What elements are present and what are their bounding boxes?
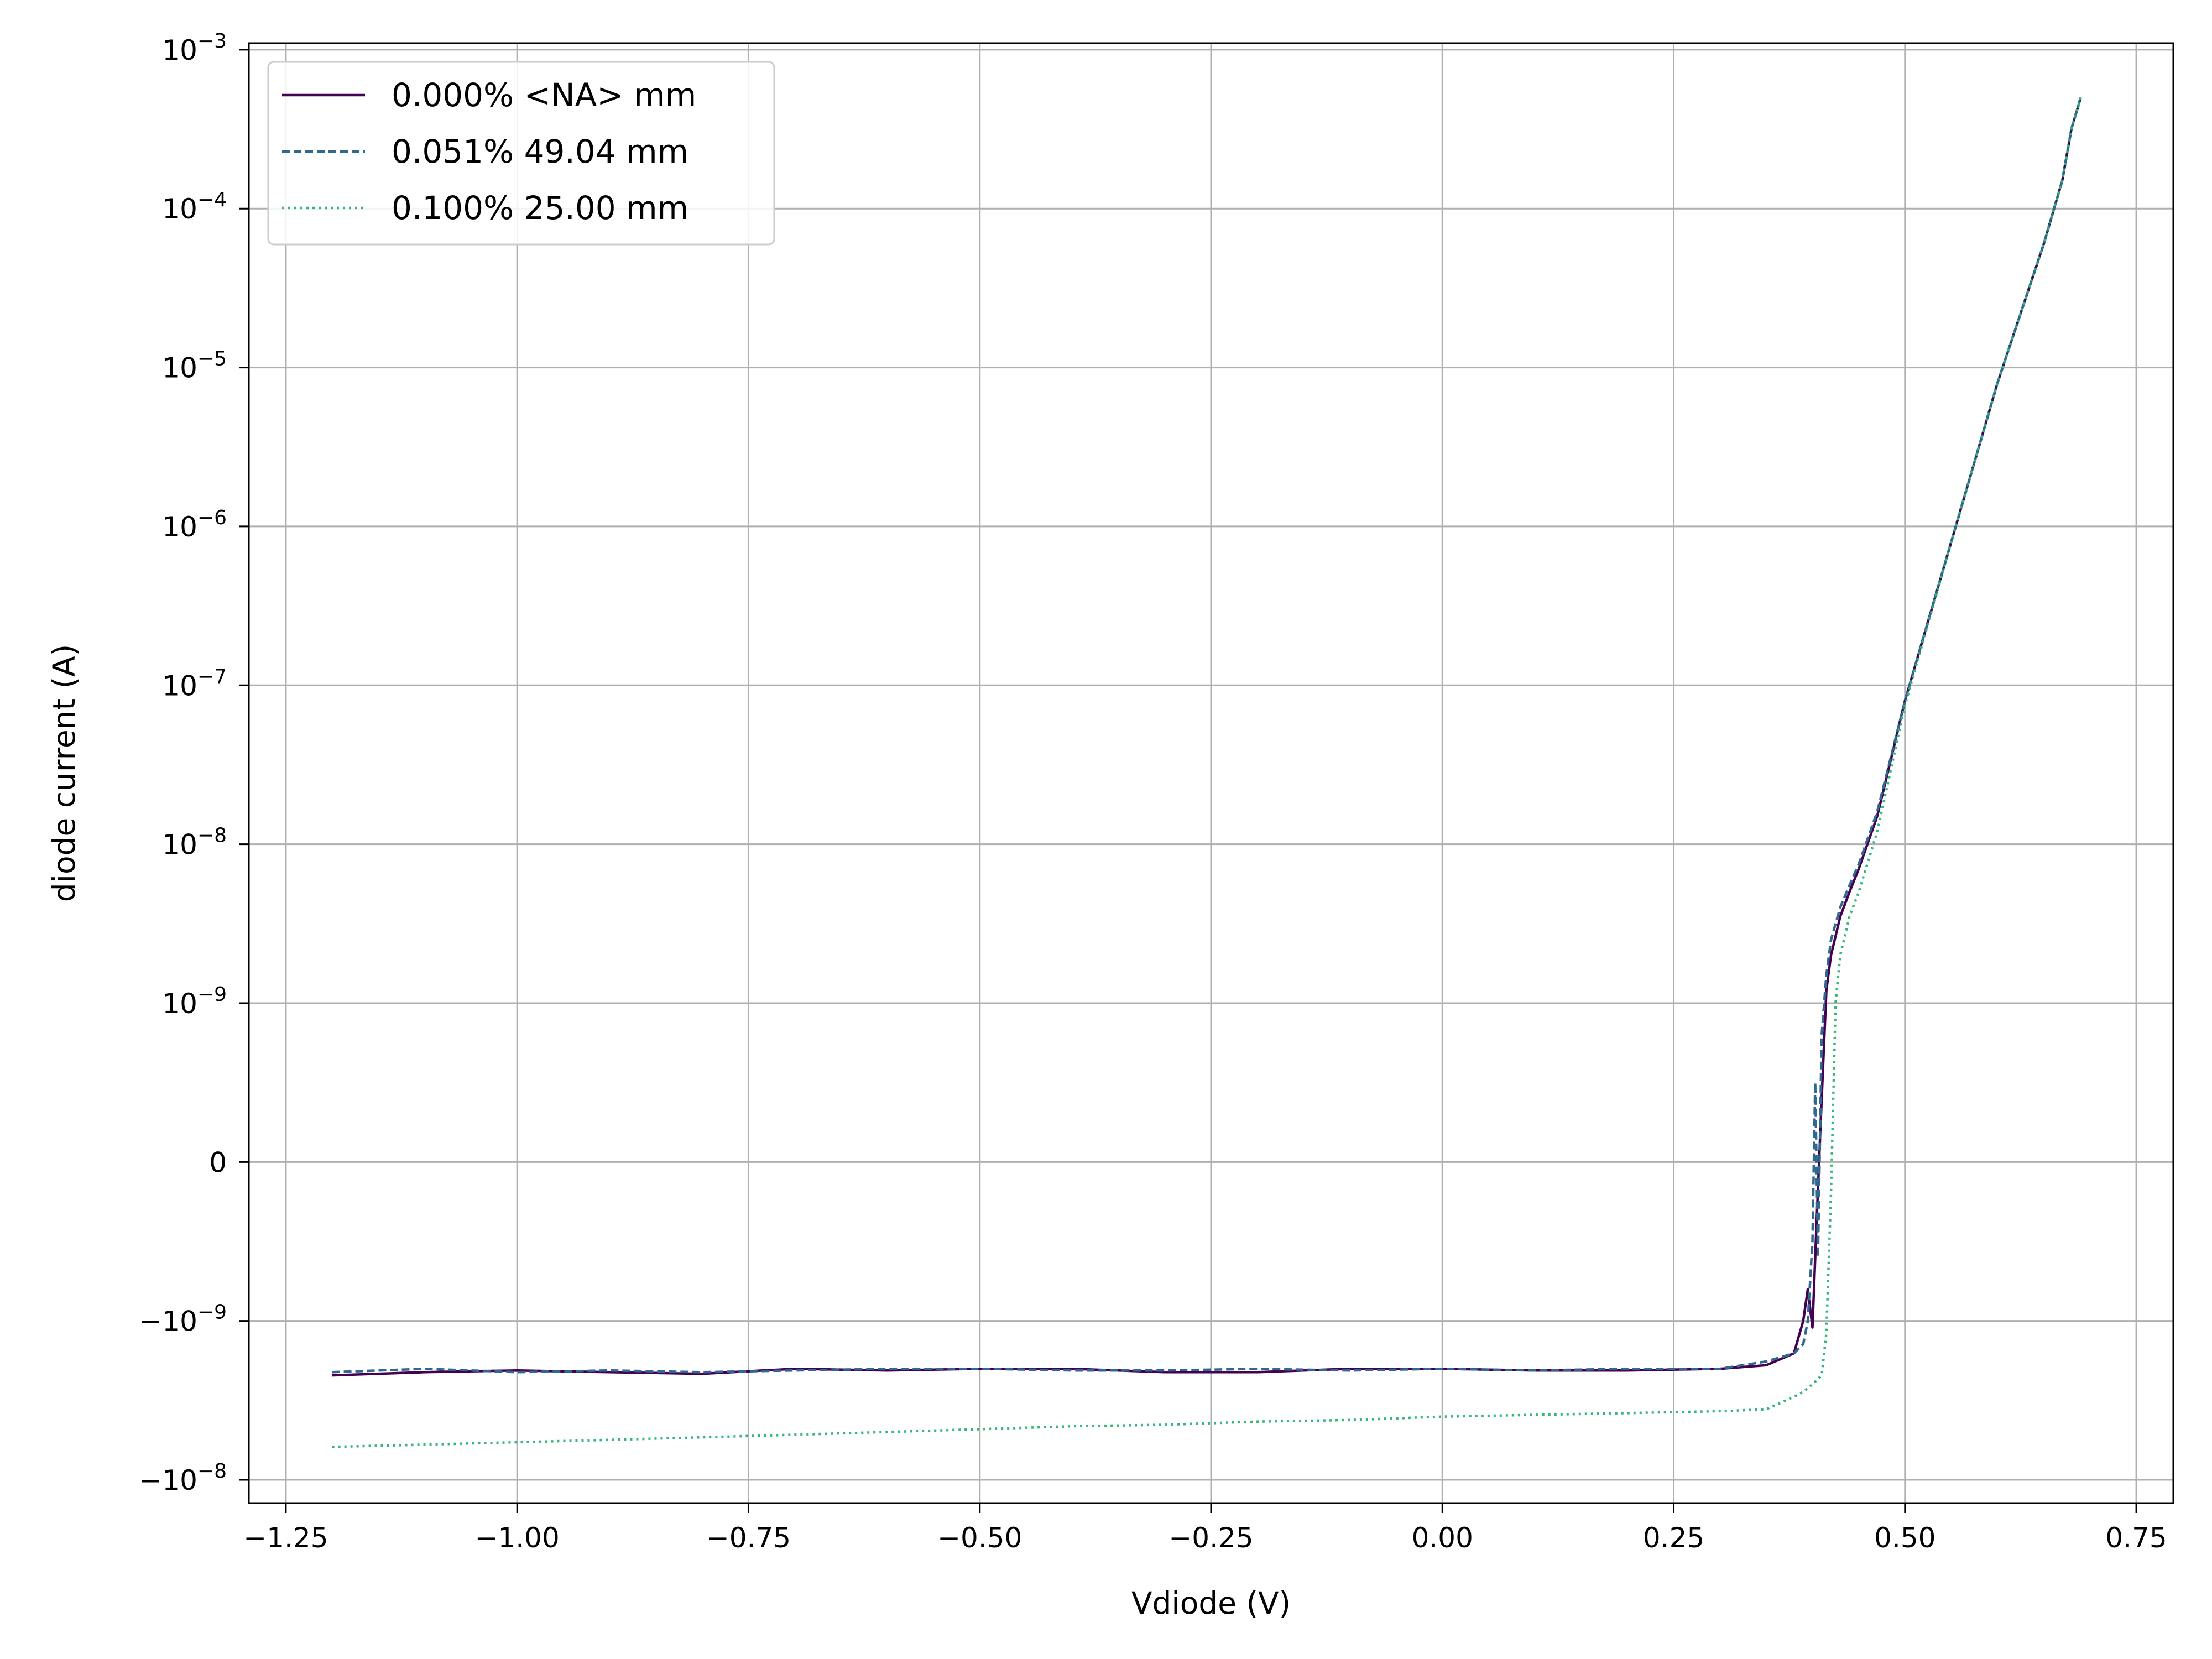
- y-tick-label: 10−3: [162, 30, 227, 66]
- x-tick-label: −1.00: [475, 1522, 560, 1554]
- series-line-2: [332, 97, 2082, 1374]
- grid: [249, 43, 2173, 1503]
- y-tick-label: 0: [209, 1146, 227, 1178]
- legend-label-1: 0.000% <NA> mm: [392, 76, 696, 114]
- y-axis-label: diode current (A): [46, 644, 82, 902]
- series-layer: [332, 97, 2082, 1448]
- y-tick-label: −10−9: [139, 1301, 227, 1338]
- y-tick-label: 10−6: [162, 507, 227, 543]
- x-tick-label: 0.00: [1412, 1522, 1473, 1554]
- x-tick-label: 0.25: [1643, 1522, 1704, 1554]
- y-tick-label: 10−7: [162, 665, 227, 702]
- y-tick-label: 10−8: [162, 825, 227, 861]
- x-tick-label: 0.75: [2105, 1522, 2167, 1554]
- x-tick-label: 0.50: [1874, 1522, 1936, 1554]
- y-tick-label: 10−4: [162, 189, 227, 225]
- legend: 0.000% <NA> mm 0.051% 49.04 mm 0.100% 25.0…: [267, 61, 775, 246]
- x-tick-label: −0.50: [937, 1522, 1022, 1554]
- y-axis-ticks: −10−8 −10−9 0 10−9 10−8 10−7 10−6 10−5 10−4 10−3: [139, 30, 249, 1496]
- x-tick-label: −0.75: [706, 1522, 791, 1554]
- legend-label-2: 0.051% 49.04 mm: [392, 133, 688, 170]
- x-tick-label: −0.25: [1168, 1522, 1253, 1554]
- series-line-3: [332, 97, 2082, 1448]
- y-tick-label: 10−5: [162, 348, 227, 384]
- y-tick-label: 10−9: [162, 983, 227, 1020]
- x-axis-ticks: −1.25 −1.00 −0.75 −0.50 −0.25 0.00 0.25 0.50 0.7…: [243, 1503, 2167, 1554]
- legend-box: [267, 61, 775, 246]
- x-tick-label: −1.25: [243, 1522, 328, 1554]
- legend-label-3: 0.100% 25.00 mm: [392, 189, 688, 227]
- y-tick-label: −10−8: [139, 1460, 227, 1496]
- x-axis-label: Vdiode (V): [1131, 1585, 1291, 1621]
